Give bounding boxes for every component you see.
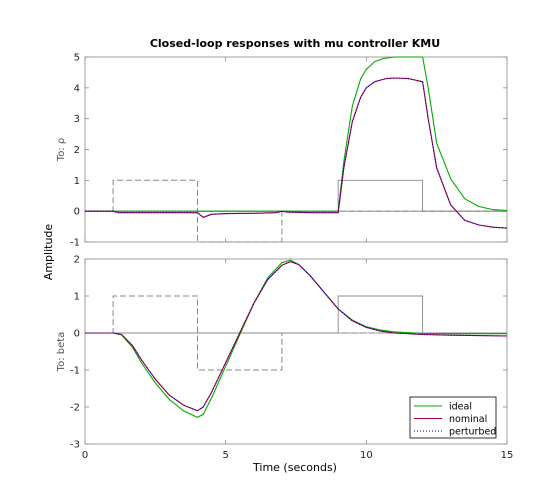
y-tick-label: 5 xyxy=(74,53,80,64)
y-tick-label: 1 xyxy=(74,292,80,303)
y-tick-label: 0 xyxy=(74,329,80,340)
legend-label-nominal: nominal xyxy=(449,414,487,425)
y-tick-label: 2 xyxy=(74,255,80,266)
x-tick-label: 15 xyxy=(501,450,514,461)
legend-label-ideal: ideal xyxy=(449,402,472,413)
plot-area xyxy=(84,56,508,243)
row-label: To: beta xyxy=(56,332,67,373)
row-label: To: ρ xyxy=(56,138,67,162)
x-axis-title: Time (seconds) xyxy=(252,461,337,474)
y-tick-label: 4 xyxy=(74,83,80,94)
x-tick-label: 0 xyxy=(82,450,88,461)
y-tick-label: -3 xyxy=(70,440,80,451)
y-tick-label: 1 xyxy=(74,176,80,187)
y-tick-label: 2 xyxy=(74,145,80,156)
series-ideal xyxy=(85,56,508,212)
panel-top: -1 0 1 2 3 4 5 To: ρ xyxy=(56,53,508,249)
reference-solid xyxy=(85,295,507,334)
chart-title: Closed-loop responses with mu controller… xyxy=(150,37,440,50)
y-tick-label: -2 xyxy=(70,403,80,414)
x-tick-label: 10 xyxy=(360,450,373,461)
y-tick-label: -1 xyxy=(70,238,80,249)
y-tick-label: 3 xyxy=(74,114,80,125)
series-perturbed xyxy=(85,261,508,412)
reference-dashed xyxy=(85,295,507,371)
series-ideal xyxy=(85,259,507,418)
series-perturbed xyxy=(85,77,508,229)
legend-box xyxy=(409,396,497,439)
y-tick-label: 0 xyxy=(74,207,80,218)
y-axis-title: Amplitude xyxy=(42,224,55,281)
legend-label-perturbed: perturbed xyxy=(449,427,496,438)
y-tick-label: -1 xyxy=(70,366,80,377)
x-tick-label: 5 xyxy=(222,450,228,461)
